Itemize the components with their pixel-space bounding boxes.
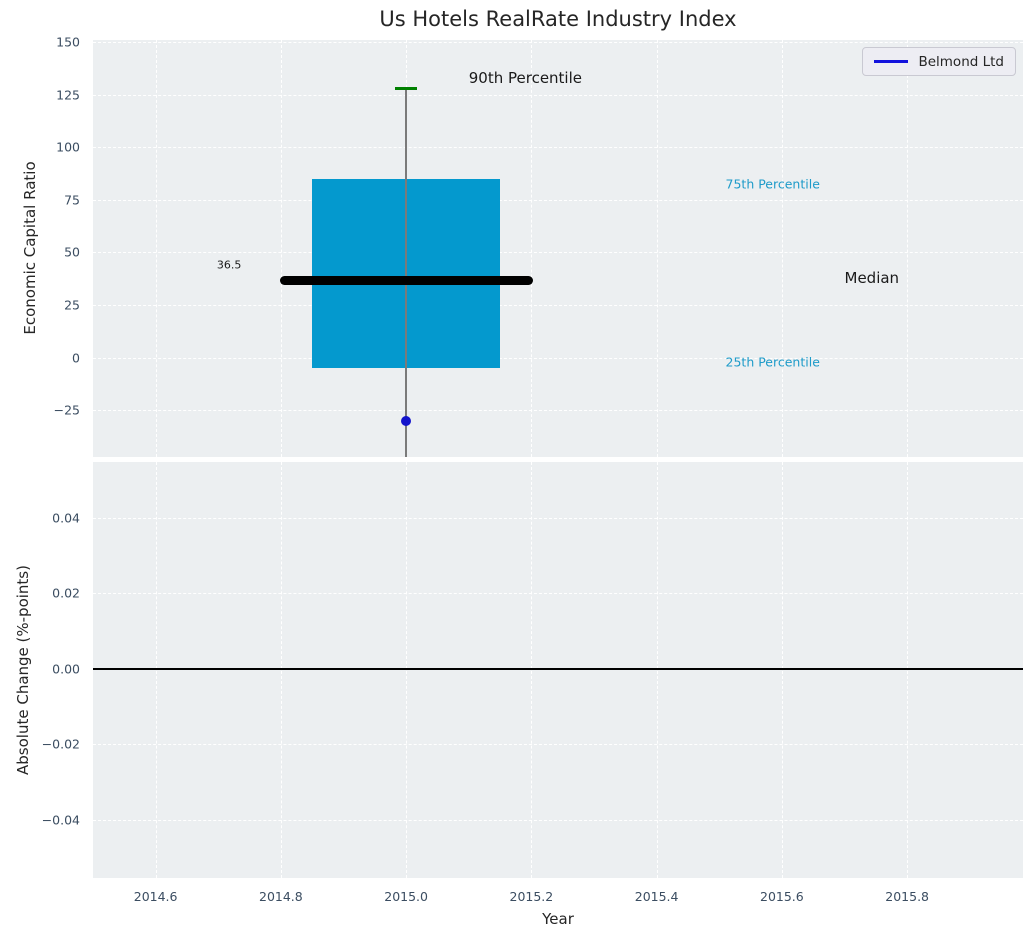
x-tick-label: 2015.0 [384,889,428,904]
lower-plot-area [93,462,1023,878]
gridline-horizontal [93,252,1023,254]
gridline-horizontal [93,147,1023,149]
y-tick-label: −25 [53,402,80,418]
x-tick-label: 2015.4 [634,889,679,904]
y-tick-label: 0.04 [52,510,80,526]
y-tick-label: 125 [56,87,80,103]
gridline-vertical [155,462,157,878]
gridline-horizontal [93,357,1023,359]
gridline-horizontal [93,199,1023,201]
y-tick-label: 25 [64,297,80,313]
annotation-median: Median [844,269,900,288]
outlier-point [401,415,412,426]
y-tick-label: 0.02 [52,585,80,601]
x-tick-label: 2015.2 [509,889,554,904]
upper-y-axis-label: Economic Capital Ratio [21,161,39,335]
x-tick-label: 2015.6 [760,889,804,904]
zero-reference-line [93,667,1023,670]
gridline-vertical [155,40,157,457]
annotation-90th-percentile: 90th Percentile [468,68,582,87]
annotation-25th-percentile: 25th Percentile [725,354,820,370]
upper-plot-area [93,40,1023,457]
y-tick-label: 0 [72,350,80,366]
y-tick-label: 0.00 [52,661,80,677]
x-axis-label: Year [542,910,574,928]
legend-label: Belmond Ltd [918,53,1004,70]
legend: Belmond Ltd [862,47,1016,76]
y-tick-label: 150 [56,34,80,50]
y-tick-label: −0.04 [41,812,80,828]
gridline-vertical [531,462,533,878]
legend-line-swatch [874,60,909,63]
gridline-horizontal [93,304,1023,306]
gridline-horizontal [93,517,1023,519]
gridline-vertical [656,40,658,457]
x-tick-label: 2014.6 [133,889,178,904]
gridline-horizontal [93,744,1023,746]
y-tick-label: 100 [56,139,80,155]
x-tick-label: 2015.8 [885,889,930,904]
gridline-horizontal [93,94,1023,96]
x-tick-label: 2014.8 [259,889,303,904]
upper-plot-economic-capital-ratio: Belmond Ltd 150 125 100 75 50 25 0 −25 36.5 90th … [54,35,1023,457]
whisker-cap-90th-percentile [395,86,418,90]
gridline-vertical [907,40,909,457]
gridline-horizontal [93,819,1023,821]
median-line [279,276,533,286]
y-tick-label: −0.02 [41,736,80,752]
annotation-36-5: 36.5 [216,258,242,272]
gridline-vertical [781,462,783,878]
y-tick-label: 75 [64,192,80,208]
gridline-vertical [531,40,533,457]
whisker-line [405,88,407,457]
gridline-horizontal [93,410,1023,412]
gridline-vertical [781,40,783,457]
lower-y-axis-label: Absolute Change (%-points) [14,565,32,775]
gridline-vertical [280,40,282,457]
gridline-vertical [656,462,658,878]
gridline-vertical [406,462,408,878]
gridline-horizontal [93,593,1023,595]
y-tick-label: 50 [64,244,80,260]
annotation-75th-percentile: 75th Percentile [725,176,820,192]
chart-title: Us Hotels RealRate Industry Index [379,7,737,31]
lower-plot-absolute-change: 0.04 0.02 0.00 −0.02 −0.04 2014.6 2014.8 2015.0… [42,462,1023,904]
gridline-vertical [907,462,909,878]
gridline-vertical [280,462,282,878]
gridline-horizontal [93,42,1023,44]
